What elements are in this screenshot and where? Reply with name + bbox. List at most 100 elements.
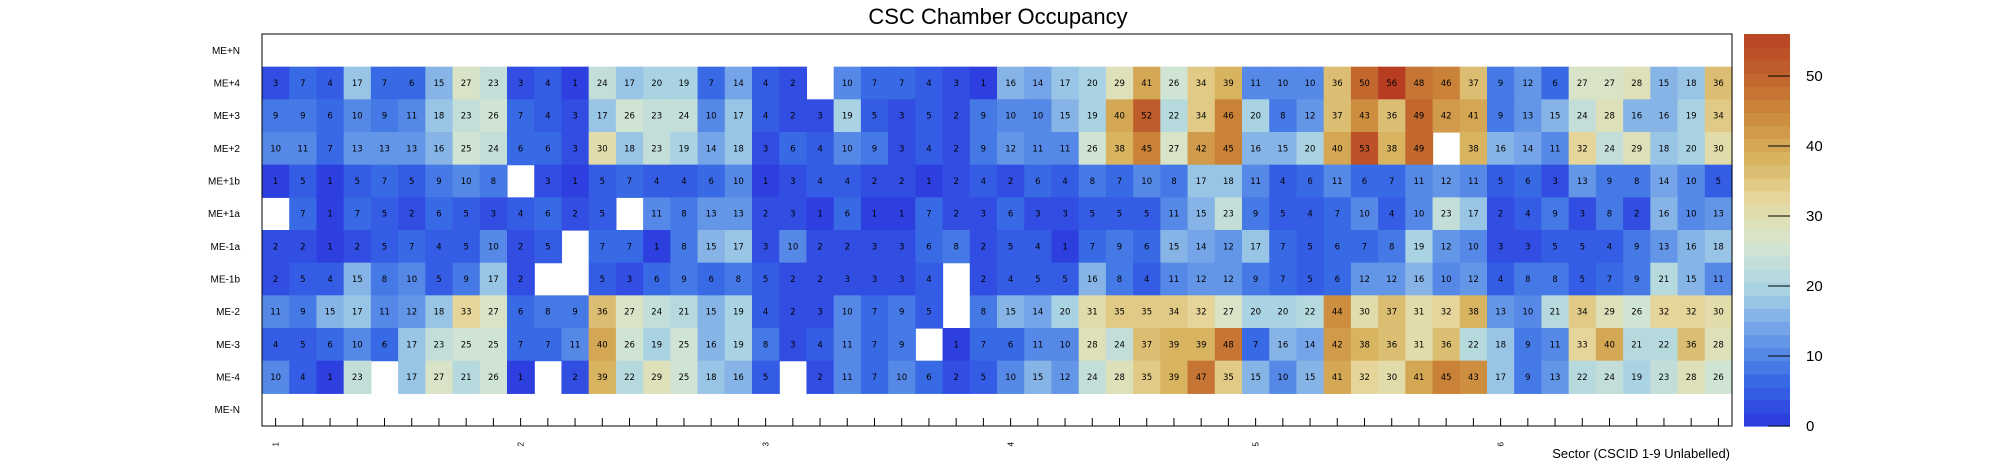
heatmap-cell [561,197,590,231]
heatmap-cell [833,262,862,296]
cell-value-label: 17 [1468,210,1479,220]
cell-value-label: 36 [1386,340,1397,350]
heatmap-cell [752,66,780,100]
cell-value-label: 37 [1332,112,1343,122]
cell-value-label: 36 [597,308,608,318]
cell-value-label: 3 [572,112,577,122]
y-axis-label: ME+N [212,46,240,57]
cell-value-label: 4 [817,340,822,350]
heatmap-cell [1323,328,1352,362]
cell-value-label: 4 [436,242,441,252]
cell-value-label: 16 [706,340,717,350]
heatmap-cell [1160,66,1189,100]
heatmap-cell [915,360,944,394]
cell-value-label: 17 [733,112,744,122]
heatmap-cell [997,360,1025,394]
heatmap-cell [1459,197,1488,231]
cell-value-label: 38 [1468,308,1479,318]
cell-value-label: 4 [327,275,332,285]
cell-value-label: 4 [817,144,822,154]
heatmap-cell [1487,197,1515,231]
cell-value-label: 8 [981,308,986,318]
cell-value-label: 35 [1223,373,1234,383]
cell-value-label: 24 [1114,340,1125,350]
cell-value-label: 9 [681,275,686,285]
cell-value-label: 12 [1223,275,1234,285]
cell-value-label: 12 [1386,275,1397,285]
cell-value-label: 4 [273,340,278,350]
cell-value-label: 26 [1169,79,1180,89]
heatmap-cell [370,197,399,231]
heatmap-cell [1541,295,1570,329]
heatmap-cell [1214,66,1243,100]
heatmap-cell [507,328,535,362]
cell-value-label: 4 [545,79,550,89]
heatmap-cell [1432,295,1461,329]
cell-value-label: 6 [1335,242,1340,252]
cell-value-label: 21 [461,373,472,383]
heatmap-cell [425,132,454,166]
cell-value-label: 5 [1144,210,1149,220]
heatmap-cell [452,66,481,100]
heatmap-cell [752,328,780,362]
heatmap-cell [1323,262,1352,296]
cell-value-label: 30 [597,144,608,154]
color-scale-band [1744,386,1790,401]
heatmap-cell [860,197,889,231]
cell-value-label: 15 [1550,112,1561,122]
cell-value-label: 6 [926,373,931,383]
heatmap-cell [1242,164,1270,198]
cell-value-label: 4 [817,177,822,187]
cell-value-label: 9 [382,112,387,122]
cell-value-label: 2 [273,242,278,252]
cell-value-label: 3 [1035,210,1040,220]
cell-value-label: 38 [1359,340,1370,350]
cell-value-label: 17 [733,242,744,252]
heatmap-cell [1514,164,1543,198]
heatmap-cell [1133,360,1161,394]
heatmap-cell [942,197,971,231]
color-scale-label: 50 [1806,68,1823,85]
heatmap-cell [479,197,508,231]
cell-value-label: 23 [1441,210,1452,220]
cell-value-label: 2 [872,177,877,187]
cell-value-label: 7 [1253,340,1258,350]
cell-value-label: 1 [572,177,577,187]
heatmap-cell [833,197,862,231]
cell-value-label: 11 [297,144,308,154]
cell-value-label: 15 [706,308,717,318]
heatmap-cell [1133,295,1161,329]
heatmap-cell [697,132,726,166]
cell-value-label: 7 [1362,242,1367,252]
heatmap-cell [588,262,617,296]
cell-value-label: 6 [1362,177,1367,187]
heatmap-cell [1378,99,1406,133]
cell-value-label: 23 [1223,210,1234,220]
heatmap-cell [615,328,644,362]
cell-value-label: 15 [1659,79,1670,89]
cell-value-label: 34 [1196,112,1207,122]
cell-value-label: 19 [651,340,662,350]
cell-value-label: 15 [325,308,336,318]
heatmap-cell [289,197,318,231]
cell-value-label: 11 [1550,340,1561,350]
cell-value-label: 15 [1060,112,1071,122]
cell-value-label: 49 [1414,112,1425,122]
cell-value-label: 12 [1441,177,1452,187]
cell-value-label: 11 [842,373,853,383]
heatmap-cell [833,164,862,198]
heatmap-cell [1078,328,1107,362]
cell-value-label: 5 [1580,242,1585,252]
heatmap-cell [398,328,426,362]
cell-value-label: 3 [545,177,550,187]
heatmap-cell [425,230,454,264]
cell-value-label: 12 [406,308,417,318]
heatmap-cell [1078,99,1107,133]
cell-value-label: 3 [899,144,904,154]
cell-value-label: 13 [1522,112,1533,122]
heatmap-cell [1487,230,1515,264]
cell-value-label: 25 [679,340,690,350]
heatmap-cell [1214,262,1243,296]
heatmap-cell [779,230,808,264]
cell-value-label: 9 [899,308,904,318]
